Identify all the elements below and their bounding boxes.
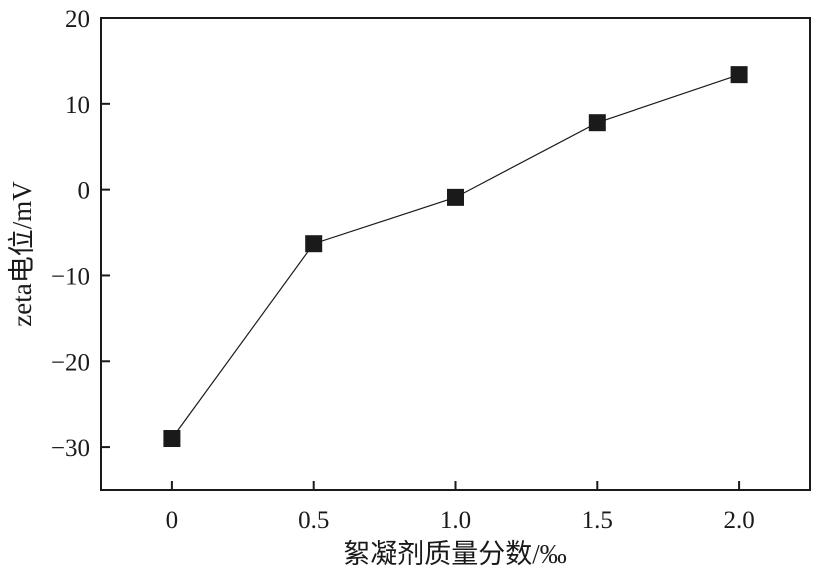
x-tick-label: 0.5 [298, 507, 329, 534]
y-tick-label: −30 [51, 435, 90, 462]
x-tick-label: 0 [166, 507, 179, 534]
y-tick-label: −10 [51, 263, 90, 290]
data-point [447, 188, 464, 206]
x-axis-label: 絮凝剂质量分数/‰ [343, 539, 567, 569]
y-tick-label: 0 [78, 178, 91, 205]
x-tick-label: 2.0 [723, 507, 754, 534]
y-tick-label: −20 [51, 349, 90, 376]
plot-area: −30 −20 −10 0 10 20 0 0.5 1.0 1.5 2.0 [51, 6, 811, 534]
y-tick-label: 10 [65, 92, 90, 119]
series-line [171, 74, 740, 439]
y-tick-label: 20 [65, 6, 90, 33]
data-point [163, 430, 181, 448]
data-point [305, 235, 323, 253]
x-tick-label: 1.5 [582, 507, 613, 534]
data-point [730, 66, 748, 84]
data-point [588, 114, 606, 132]
x-tick-label: 1.0 [440, 507, 471, 534]
plot-frame [100, 17, 811, 491]
y-axis-label: zeta电位/mV [7, 181, 37, 327]
